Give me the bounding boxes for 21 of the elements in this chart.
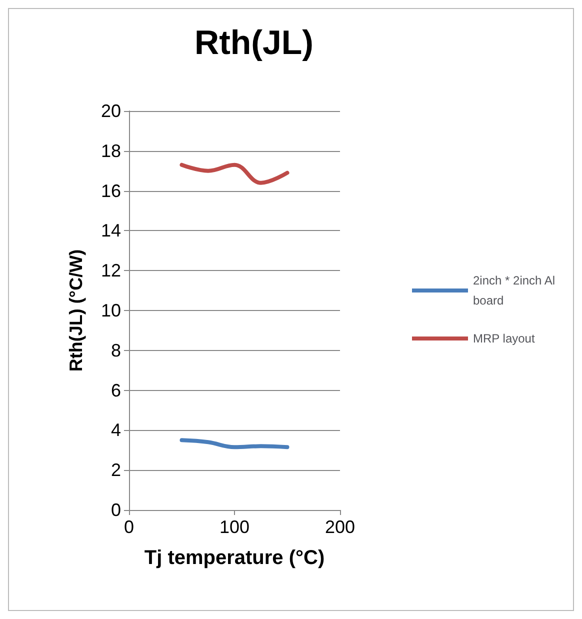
x-tick-label: 0 — [124, 517, 134, 537]
y-axis-title: Rth(JL) (°C/W) — [66, 249, 86, 372]
chart-title: Rth(JL) — [194, 24, 314, 62]
y-tick-label: 8 — [110, 340, 121, 360]
y-tick-label: 4 — [110, 420, 121, 440]
y-tick-label: 12 — [100, 260, 121, 281]
x-tick-label: 200 — [324, 517, 356, 537]
x-tick-label: 100 — [219, 517, 250, 537]
x-axis-title: Tj temperature (°C) — [144, 547, 325, 569]
line-series — [180, 438, 290, 450]
y-tick-label: 14 — [100, 220, 121, 241]
y-tick-label: 0 — [110, 500, 121, 520]
y-tick-label: 16 — [100, 180, 121, 201]
y-tick-label: 6 — [110, 380, 121, 400]
y-tick-label: 18 — [100, 140, 121, 161]
legend-label: MRP layout — [473, 332, 536, 346]
legend-label: 2inch * 2inch Al board — [473, 274, 558, 308]
y-tick-label: 2 — [110, 460, 121, 480]
y-tick-label: 10 — [100, 300, 121, 320]
y-tick-label: 20 — [100, 101, 121, 121]
line-series — [180, 162, 290, 185]
